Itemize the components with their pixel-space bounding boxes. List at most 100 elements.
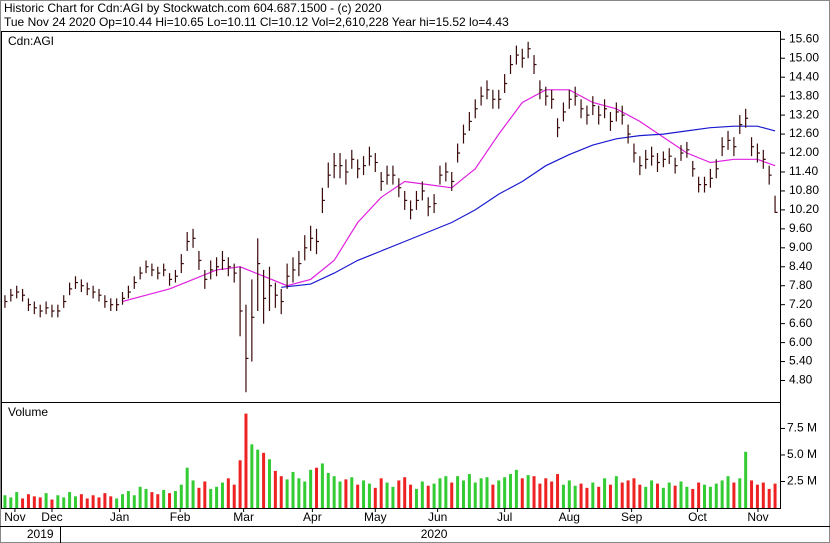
x-tick-label: Nov [747, 510, 768, 524]
volume-bar [338, 481, 342, 508]
volume-bar [409, 484, 413, 508]
header-line: Tue Nov 24 2020 Op=10.44 Hi=10.65 Lo=10.… [4, 15, 509, 29]
volume-bar [162, 489, 166, 508]
volume-bar [744, 451, 748, 508]
volume-bar [444, 476, 448, 508]
volume-bar [356, 484, 360, 508]
volume-bar [579, 483, 583, 508]
volume-bar [532, 476, 536, 508]
y-tick-label: 12.60 [789, 126, 819, 140]
x-tick-label: Nov [4, 510, 25, 524]
volume-bar [144, 488, 148, 508]
volume-bar [485, 477, 489, 508]
x-tick-label: Jun [428, 510, 447, 524]
volume-bar [456, 476, 460, 508]
volume-bar [126, 491, 130, 508]
volume-bar [132, 495, 136, 508]
volume-bar [56, 495, 60, 508]
volume-bar [250, 444, 254, 508]
volume-bar [68, 492, 72, 508]
y-tick-label: 8.40 [789, 259, 813, 273]
volume-bar [509, 474, 513, 508]
volume-bar [291, 471, 295, 508]
volume-bar [367, 483, 371, 508]
volume-bar [544, 478, 548, 508]
y-tick-label: 11.40 [789, 164, 818, 178]
volume-bar [497, 480, 501, 508]
volume-bar [491, 484, 495, 508]
volume-bar [732, 482, 736, 508]
volume-bar [620, 482, 624, 508]
y-tick-label: 7.20 [789, 297, 813, 311]
volume-bar [44, 493, 48, 508]
y-tick-label: 12.00 [789, 145, 819, 159]
volume-bar [603, 478, 607, 508]
moving-average [281, 125, 776, 288]
y-tick-label: 7.5 M [787, 421, 817, 435]
x-tick-label: Sep [621, 510, 643, 524]
y-tick-label: 13.20 [789, 107, 819, 121]
volume-bar [755, 484, 759, 508]
volume-bar [473, 482, 477, 508]
volume-bar [614, 476, 618, 508]
volume-bar [550, 481, 554, 508]
y-tick-label: 9.60 [789, 221, 813, 235]
volume-bar [414, 488, 418, 508]
volume-bar [156, 494, 160, 508]
volume-bar [585, 487, 589, 508]
volume-bar [15, 492, 19, 508]
volume-bar [279, 476, 283, 508]
volume-bar [32, 496, 36, 508]
volume-bar [50, 499, 54, 508]
volume-bar [520, 478, 524, 508]
volume-bar [591, 482, 595, 508]
volume-bar [262, 452, 266, 508]
y-tick-label: 10.80 [789, 183, 819, 197]
volume-bar [573, 485, 577, 508]
volume-bar [714, 483, 718, 508]
volume-bar [655, 483, 659, 508]
volume-bar [97, 497, 101, 508]
volume-bar [285, 479, 289, 508]
x-tick-label: Mar [233, 510, 254, 524]
volume-bar [203, 481, 207, 508]
volume-bar [220, 482, 224, 508]
volume-bar [773, 483, 777, 508]
volume-bar [385, 482, 389, 508]
volume-bar [326, 473, 330, 508]
volume-bar [679, 481, 683, 508]
volume-bar [644, 486, 648, 508]
volume-bar [391, 486, 395, 508]
volume-bar [238, 460, 242, 508]
volume-bar [244, 413, 248, 508]
volume-bar [9, 497, 13, 508]
volume-bar [403, 477, 407, 508]
volume-bar [708, 486, 712, 508]
volume-bar [561, 484, 565, 508]
year-label: 2019 [27, 527, 54, 541]
y-tick-label: 4.80 [789, 373, 813, 387]
volume-bar [420, 481, 424, 508]
volume-bar [38, 497, 42, 508]
volume-bar [726, 476, 730, 508]
volume-bar [526, 475, 530, 508]
x-tick-label: Dec [41, 510, 62, 524]
volume-bar [767, 488, 771, 508]
volume-bar [650, 480, 654, 508]
y-tick-label: 15.60 [789, 31, 819, 45]
volume-bar [450, 482, 454, 508]
volume-bar [538, 483, 542, 508]
volume-bar [215, 486, 219, 508]
x-tick-label: May [364, 510, 387, 524]
x-tick-label: Jul [497, 510, 512, 524]
volume-bar [91, 495, 95, 508]
volume-bar [320, 463, 324, 508]
volume-bar [26, 494, 30, 508]
panel-label: Volume [8, 405, 48, 419]
volume-bar [691, 488, 695, 508]
volume-bar [373, 487, 377, 508]
year-label: 2020 [421, 527, 448, 541]
volume-bar [397, 480, 401, 508]
y-tick-label: 5.40 [789, 354, 813, 368]
